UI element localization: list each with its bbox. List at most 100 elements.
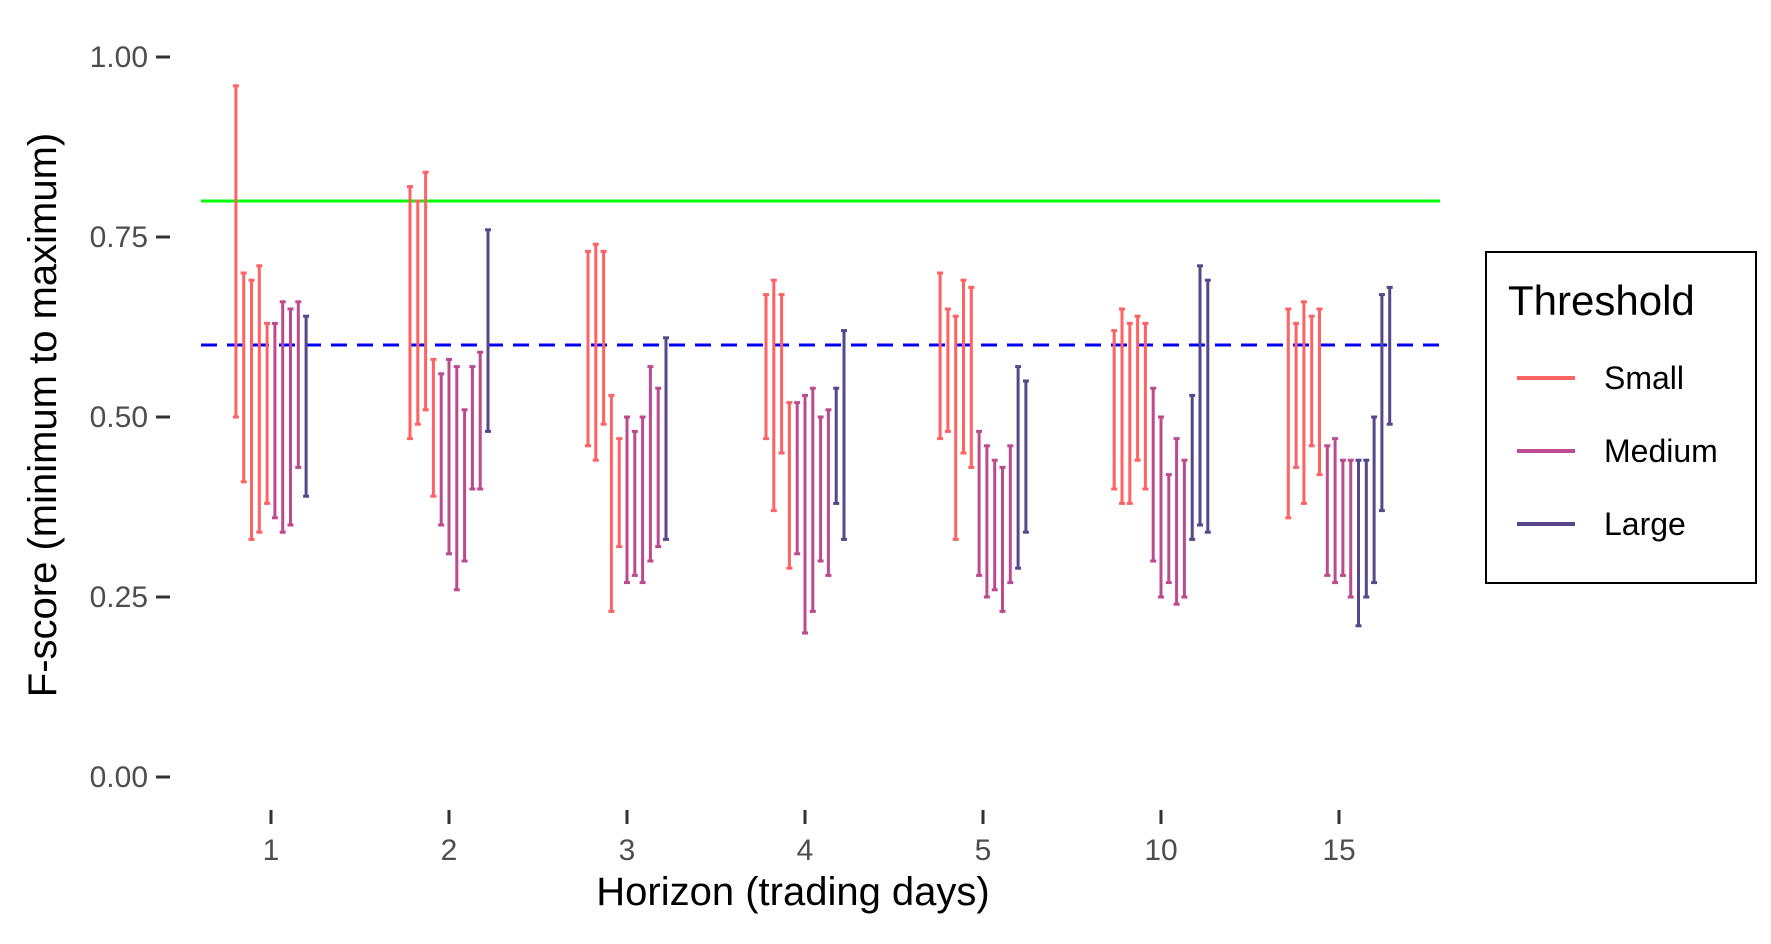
error-bar-small xyxy=(1111,329,1118,491)
error-bar-small xyxy=(778,293,785,455)
error-bar-large xyxy=(1204,278,1211,534)
error-bar-medium xyxy=(999,465,1006,613)
error-bar-medium xyxy=(461,408,468,563)
y-axis-title: F-score (minimum to maximum) xyxy=(21,133,65,697)
error-bar-medium xyxy=(279,300,286,534)
x-tick-label: 5 xyxy=(975,834,992,867)
error-bar-small xyxy=(414,199,421,426)
error-bar-medium xyxy=(991,458,998,592)
legend-title: Threshold xyxy=(1508,277,1695,324)
error-bar-medium xyxy=(976,429,983,577)
error-bar-small xyxy=(1119,307,1125,505)
error-bar-medium xyxy=(1165,473,1172,585)
error-bar-medium xyxy=(1007,444,1014,585)
error-bar-small xyxy=(600,249,607,426)
error-bar-small xyxy=(240,271,247,484)
error-bar-small xyxy=(248,278,255,541)
error-bar-small xyxy=(763,293,769,441)
x-tick-label: 15 xyxy=(1322,834,1355,867)
error-bar-small xyxy=(968,285,975,469)
error-bar-small xyxy=(1308,314,1315,448)
error-bar-large xyxy=(1378,293,1385,513)
x-axis: 1 2 3 4 5 10 15 xyxy=(263,810,1356,867)
error-bar-medium xyxy=(983,444,990,599)
error-bar-small xyxy=(256,264,263,534)
error-bar-large xyxy=(485,228,491,433)
x-tick-label: 10 xyxy=(1144,834,1177,867)
y-tick-label: 0.25 xyxy=(90,581,148,614)
error-bar-small xyxy=(232,84,239,419)
error-bar-small xyxy=(592,242,599,462)
x-axis-title: Horizon (trading days) xyxy=(596,870,990,914)
error-bar-medium xyxy=(817,415,824,563)
error-bar-small xyxy=(786,401,793,570)
error-bar-small xyxy=(1126,321,1133,505)
error-bar-medium xyxy=(438,372,445,527)
error-bar-medium xyxy=(1347,458,1354,599)
y-tick-label: 0.75 xyxy=(90,221,148,254)
error-bar-medium xyxy=(1181,458,1188,599)
error-bar-large xyxy=(1355,458,1362,628)
error-bar-medium xyxy=(639,415,646,585)
reference-lines xyxy=(201,199,1440,347)
error-bar-medium xyxy=(825,408,832,577)
y-tick-label: 0.00 xyxy=(90,761,148,794)
error-bar-large xyxy=(1363,458,1370,599)
error-bar-medium xyxy=(1173,437,1180,606)
error-bar-large xyxy=(1189,393,1196,541)
error-bar-medium xyxy=(647,365,654,563)
y-tick-label: 1.00 xyxy=(90,41,148,74)
error-bar-small xyxy=(1142,321,1149,491)
error-bar-medium xyxy=(453,365,460,592)
error-bar-large xyxy=(1386,285,1393,426)
legend-label-medium: Medium xyxy=(1604,433,1718,469)
error-bar-medium xyxy=(631,429,638,577)
error-bar-medium xyxy=(624,415,630,585)
error-bar-large xyxy=(1022,379,1029,534)
error-bar-small xyxy=(944,307,951,433)
error-bar-medium xyxy=(809,386,816,613)
error-bar-medium xyxy=(271,321,278,520)
error-bar-large xyxy=(1197,264,1203,527)
error-bar-small xyxy=(960,278,967,455)
x-tick-label: 4 xyxy=(797,834,814,867)
error-bar-small xyxy=(1300,300,1307,505)
error-bar-medium xyxy=(446,357,452,556)
error-bar-small xyxy=(608,393,615,613)
error-bar-medium xyxy=(1339,458,1346,577)
error-bar-small xyxy=(952,314,959,541)
error-bar-medium xyxy=(477,350,484,491)
error-bar-medium xyxy=(655,386,662,549)
x-tick-label: 3 xyxy=(619,834,636,867)
error-bar-small xyxy=(1134,314,1141,462)
error-bar-small xyxy=(407,185,413,441)
plot-area xyxy=(201,84,1440,635)
error-bar-small xyxy=(770,278,777,513)
error-bar-small xyxy=(585,249,591,448)
error-bar-large xyxy=(663,336,669,541)
error-bar-small xyxy=(937,271,944,441)
error-bar-small xyxy=(1293,321,1300,469)
error-bar-small xyxy=(1316,307,1323,477)
error-bar-large xyxy=(303,314,310,498)
error-bar-medium xyxy=(794,401,801,556)
error-bar-medium xyxy=(1150,386,1157,563)
error-bar-medium xyxy=(295,300,302,469)
error-bar-large xyxy=(833,386,840,505)
error-bar-small xyxy=(422,170,429,412)
error-bar-medium xyxy=(1158,415,1164,599)
error-bar-medium xyxy=(287,307,294,527)
legend: Threshold Small Medium Large xyxy=(1485,251,1757,584)
error-bars xyxy=(232,84,1393,635)
error-bar-large xyxy=(1371,415,1378,585)
error-bar-small xyxy=(430,357,437,498)
error-bar-small xyxy=(1285,307,1292,520)
x-tick-label: 1 xyxy=(263,834,280,867)
error-bar-large xyxy=(841,329,847,541)
x-tick-label: 2 xyxy=(441,834,458,867)
legend-box xyxy=(1485,251,1757,584)
error-bar-small xyxy=(616,437,623,549)
legend-label-large: Large xyxy=(1604,506,1686,542)
error-bar-medium xyxy=(1324,444,1331,577)
y-axis: 0.00 0.25 0.50 0.75 1.00 xyxy=(90,41,170,794)
